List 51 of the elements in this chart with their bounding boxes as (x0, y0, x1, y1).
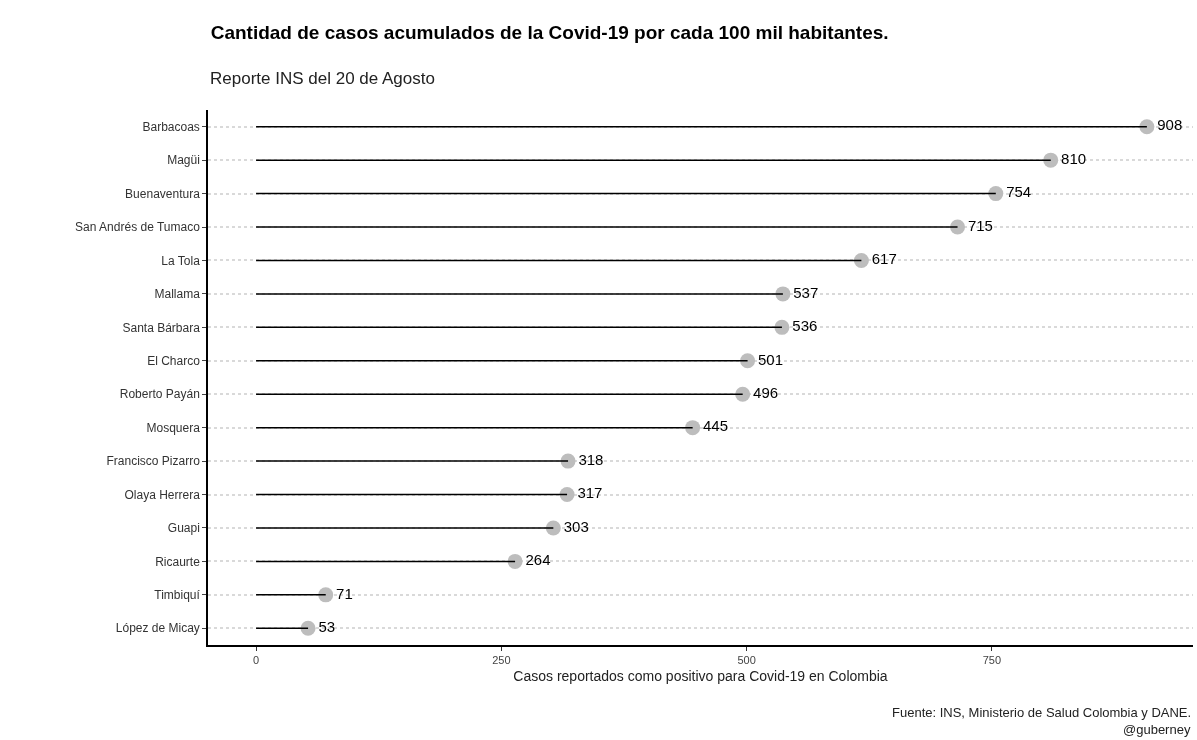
y-tick-label: Timbiquí (154, 588, 201, 603)
y-tick-label: Guapi (167, 521, 200, 536)
data-label: 71 (336, 584, 353, 602)
y-tick-label: Ricaurte (155, 554, 201, 569)
data-label: 537 (793, 283, 819, 301)
x-tick-label: 0 (253, 653, 260, 666)
point (685, 420, 701, 436)
x-axis-title: Casos reportados como positivo para Covid-19 en Colombia (513, 667, 888, 684)
y-tick-label: Buenaventura (125, 186, 201, 201)
y-tick-label: Mallama (154, 287, 201, 302)
data-label: 317 (577, 484, 603, 502)
y-tick-label: Mosquera (146, 420, 201, 435)
y-tick-label: El Charco (147, 353, 201, 368)
chart-subtitle: Reporte INS del 20 de Agosto (210, 69, 435, 88)
y-tick-label: Francisco Pizarro (106, 454, 201, 469)
y-tick-label: San Andrés de Tumaco (75, 220, 201, 235)
data-label: 536 (792, 317, 818, 335)
data-label: 501 (757, 350, 783, 368)
x-tick-label: 750 (982, 653, 1002, 666)
y-tick-label: La Tola (161, 253, 201, 268)
point (988, 186, 1004, 202)
x-tick-label: 250 (492, 653, 511, 666)
text: @guberney (1123, 722, 1191, 737)
data-label: 264 (525, 551, 551, 569)
y-tick-label: Roberto Payán (119, 387, 200, 402)
data-label: 754 (1006, 183, 1032, 201)
y-tick-label: Olaya Herrera (124, 487, 201, 502)
point (559, 487, 575, 503)
data-label: 496 (753, 383, 779, 401)
point (1139, 119, 1155, 135)
data-label: 318 (578, 450, 604, 468)
data-label: 908 (1157, 116, 1183, 134)
source-note: Fuente: INS, Ministerio de Salud Colombia y DANE. (892, 705, 1192, 720)
y-tick-label: López de Micay (115, 621, 200, 636)
point (853, 252, 869, 268)
y-tick-label: Magüi (167, 153, 200, 168)
x-tick-label: 500 (737, 653, 756, 666)
point (300, 620, 316, 636)
data-label: 445 (703, 417, 729, 435)
chart-title: Cantidad de casos acumulados de la Covid-19 por cada 100 mil habitantes. (210, 22, 889, 44)
data-label: 715 (967, 216, 993, 234)
data-label: 810 (1061, 149, 1087, 167)
point (735, 386, 751, 402)
point (774, 319, 790, 335)
data-label: 303 (563, 517, 589, 535)
point (740, 353, 756, 369)
y-tick-label: Santa Bárbara (122, 320, 201, 335)
data-label: 617 (871, 250, 897, 268)
data-label: 53 (318, 618, 336, 636)
point (507, 553, 523, 569)
y-tick-label: Barbacoas (142, 119, 200, 134)
